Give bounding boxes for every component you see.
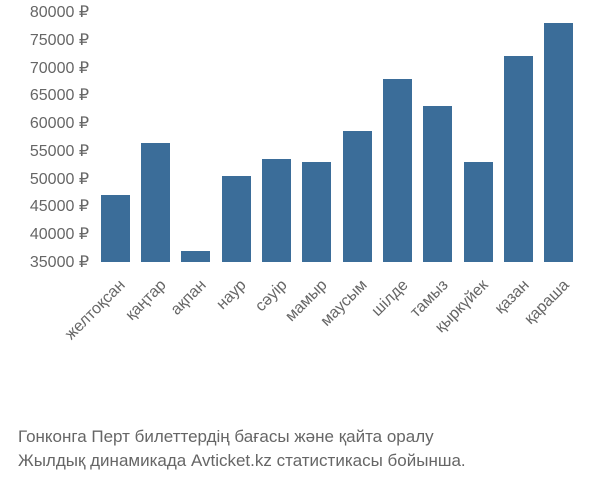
bar (464, 162, 493, 262)
bar (181, 251, 210, 262)
bar (302, 162, 331, 262)
y-tick-label: 35000 ₽ (30, 252, 89, 272)
caption-line-2: Жылдық динамикада Avticket.kz статистика… (18, 449, 600, 473)
bar (423, 106, 452, 262)
bar (343, 131, 372, 262)
y-tick-label: 65000 ₽ (30, 85, 89, 105)
caption-line-1: Гонконга Перт билеттердің бағасы және қа… (18, 425, 600, 449)
chart-container: 35000 ₽ 40000 ₽ 45000 ₽ 50000 ₽ 55000 ₽ 60000… (0, 0, 600, 500)
bar (222, 176, 251, 262)
y-tick-label: 45000 ₽ (30, 196, 89, 216)
bar (262, 159, 291, 262)
plot-area: 35000 ₽40000 ₽45000 ₽50000 ₽55000 ₽60000… (95, 12, 579, 262)
bar (544, 23, 573, 262)
bar (383, 79, 412, 262)
y-tick-label: 60000 ₽ (30, 113, 89, 133)
bar (504, 56, 533, 262)
chart-caption: Гонконга Перт билеттердің бағасы және қа… (0, 425, 600, 473)
x-axis-labels: желтоқсанқаңтарақпаннаурсәуірмамырмаусым… (95, 270, 579, 430)
bars-layer (95, 12, 579, 262)
y-tick-label: 75000 ₽ (30, 30, 89, 50)
y-tick-label: 40000 ₽ (30, 224, 89, 244)
y-tick-label: 50000 ₽ (30, 169, 89, 189)
bar (101, 195, 130, 262)
y-tick-label: 80000 ₽ (30, 2, 89, 22)
y-tick-label: 70000 ₽ (30, 58, 89, 78)
y-tick-label: 55000 ₽ (30, 141, 89, 161)
bar (141, 143, 170, 262)
y-axis: 35000 ₽40000 ₽45000 ₽50000 ₽55000 ₽60000… (15, 12, 95, 262)
